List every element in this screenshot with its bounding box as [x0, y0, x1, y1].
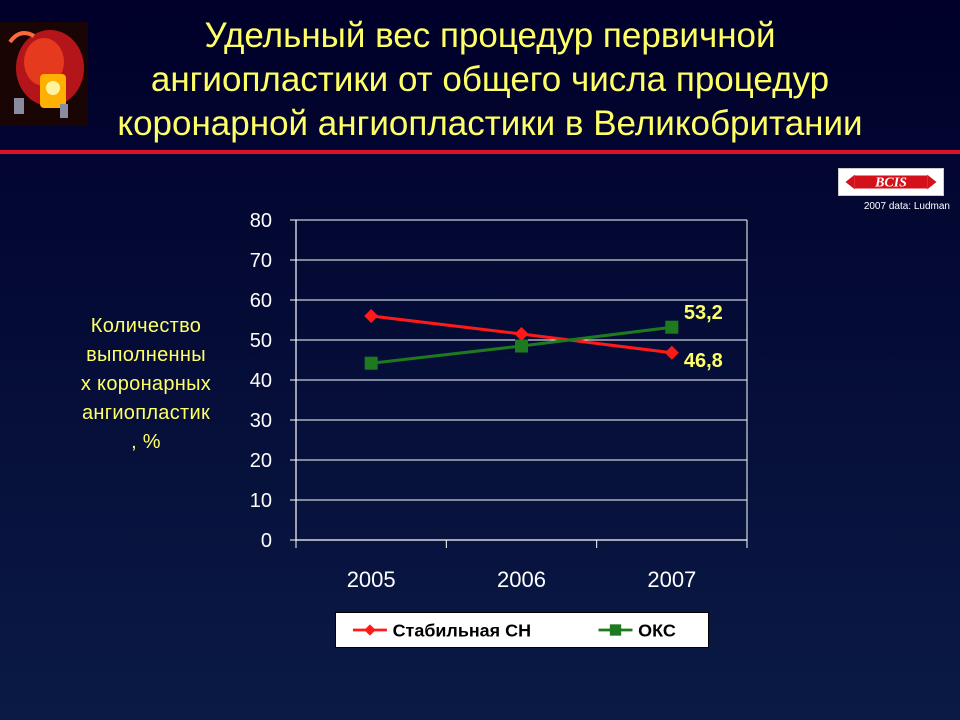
y-tick-label: 70: [250, 250, 272, 272]
title-line-2: ангиопластики от общего числа процедур: [150, 60, 830, 99]
data-point-stable: [664, 345, 679, 360]
bcis-logo: BCIS: [838, 168, 944, 196]
y-tick-label: 0: [261, 530, 272, 552]
legend-marker-stable: [364, 624, 376, 636]
x-tick-label: 2006: [497, 567, 546, 592]
title-divider: [0, 150, 960, 154]
source-caption: 2007 data: Ludman: [863, 201, 950, 212]
y-tick-label: 30: [250, 410, 272, 432]
y-axis-label-line-5: , %: [131, 431, 161, 453]
y-tick-label: 40: [250, 370, 272, 392]
legend-label-stable: Стабильная СН: [393, 621, 531, 641]
data-point-stable: [514, 327, 529, 341]
legend-marker-acs: [609, 624, 622, 636]
legend-label-acs: ОКС: [638, 621, 676, 641]
data-point-stable: [364, 309, 379, 323]
y-axis-label-line-1: Количество: [90, 315, 202, 337]
data-label: 46,8: [684, 350, 723, 372]
data-point-acs: [515, 339, 528, 353]
title-line-3: коронарной ангиопластики в Великобритани…: [117, 104, 863, 143]
data-point-acs: [364, 356, 378, 370]
data-point-acs: [665, 320, 679, 334]
y-tick-label: 50: [250, 330, 272, 352]
heart-illustration-icon: [0, 22, 88, 126]
x-tick-label: 2007: [647, 567, 696, 592]
chart-legend: Стабильная СН ОКС: [335, 612, 709, 648]
y-axis-label-line-3: х коронарных: [80, 373, 212, 395]
bcis-logo-text: BCIS: [874, 176, 907, 191]
page-title: Удельный вес процедур первичной ангиопла…: [40, 14, 940, 146]
title-line-1: Удельный вес процедур первичной: [204, 16, 776, 55]
data-label: 53,2: [684, 302, 723, 324]
y-tick-label: 80: [250, 210, 272, 232]
y-axis-label-line-4: ангиопластик: [81, 402, 211, 424]
y-tick-label: 60: [250, 290, 272, 312]
y-axis-label-line-2: выполненны: [86, 344, 206, 366]
y-axis-label: Количество выполненны х коронарных ангио…: [58, 312, 234, 457]
y-tick-label: 10: [250, 490, 272, 512]
x-tick-label: 2005: [347, 567, 396, 592]
y-tick-label: 20: [250, 450, 272, 472]
